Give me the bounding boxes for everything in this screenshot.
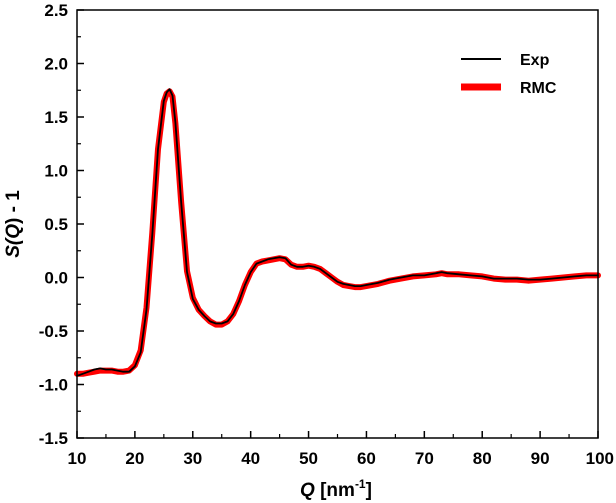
x-tick-label: 20 (125, 449, 144, 468)
y-tick-labels: -1.5 -1.0 -0.5 0.0 0.5 1.0 1.5 2.0 2.5 (39, 1, 68, 448)
y-axis-title: S(Q) - 1 (3, 190, 24, 258)
x-tick-label: 90 (531, 449, 550, 468)
tick-marks (76, 9, 599, 439)
y-tick-label: -1.5 (39, 429, 68, 448)
y-tick-label: -1.0 (39, 376, 68, 395)
x-tick-label: 100 (586, 449, 614, 468)
y-tick-label: 2.5 (44, 1, 68, 20)
x-tick-label: 50 (299, 449, 318, 468)
curves-layer (74, 88, 601, 377)
legend-label-rmc: RMC (520, 80, 557, 97)
x-tick-label: 30 (183, 449, 202, 468)
y-tick-label: -0.5 (39, 322, 68, 341)
legend-label-exp: Exp (520, 52, 550, 69)
x-tick-label: 60 (357, 449, 376, 468)
y-tick-label: 1.5 (44, 108, 68, 127)
y-tick-label: 0.0 (44, 269, 68, 288)
x-tick-label: 40 (241, 449, 260, 468)
series-line-exp (76, 88, 599, 377)
x-tick-label: 80 (473, 449, 492, 468)
x-tick-label: 10 (68, 449, 87, 468)
x-axis-title: Q [nm-1] (300, 477, 372, 501)
y-tick-label: 2.0 (44, 55, 68, 74)
y-tick-label: 1.0 (44, 162, 68, 181)
x-tick-label: 70 (415, 449, 434, 468)
x-tick-labels: 10 20 30 40 50 60 70 80 90 100 (68, 449, 614, 468)
legend: Exp RMC (461, 52, 557, 97)
y-tick-label: 0.5 (44, 215, 68, 234)
series-line-rmc (74, 88, 601, 377)
